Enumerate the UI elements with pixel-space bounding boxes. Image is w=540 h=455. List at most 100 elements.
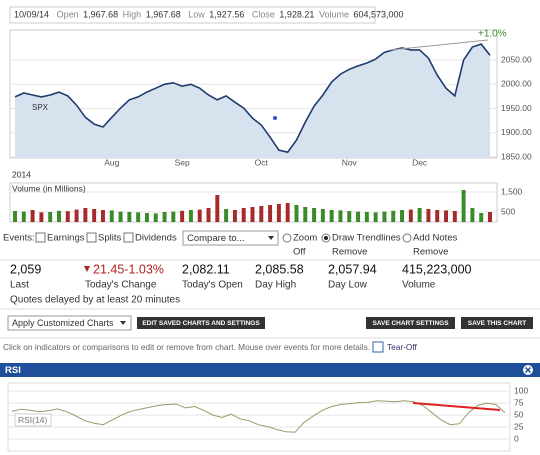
volume-bar	[83, 208, 88, 222]
y-tick-label: 75	[514, 397, 524, 407]
close-icon	[524, 366, 532, 374]
field-label: Low	[188, 10, 205, 20]
volume-bar	[100, 210, 105, 222]
volume-bar	[171, 211, 176, 222]
volume-bar	[320, 209, 325, 222]
radio-sub[interactable]: Remove	[413, 247, 448, 258]
y-tick-label: 500	[501, 206, 515, 216]
volume-bar	[232, 210, 237, 222]
x-tick-label: Aug	[104, 157, 119, 167]
volume-bar	[188, 210, 193, 222]
volume-bar	[408, 209, 413, 222]
volume-title: Volume (in Millions)	[12, 183, 86, 193]
checkbox-label: Dividends	[135, 233, 177, 244]
rsi-header	[0, 363, 540, 377]
radio[interactable]	[402, 233, 412, 243]
radio-label: Zoom	[293, 233, 317, 244]
volume-bar	[197, 209, 202, 222]
button-text: EDIT SAVED CHARTS AND SETTINGS	[142, 320, 260, 327]
stat-value: 2,059	[10, 262, 41, 276]
y-tick-label: 1900.00	[501, 127, 532, 137]
events-label: Events:	[3, 233, 35, 244]
volume-bar	[356, 211, 361, 222]
radio-label: Add Notes	[413, 233, 458, 244]
checkbox[interactable]	[123, 232, 134, 243]
date: 10/09/14	[14, 10, 49, 20]
volume-bar	[215, 195, 220, 222]
volume-bar	[136, 212, 141, 222]
y-tick-label: 2050.00	[501, 54, 532, 64]
volume-bar	[470, 208, 475, 222]
volume-bar	[276, 204, 281, 222]
rsi-label-box	[14, 413, 52, 427]
layers: 1850.00 1900.00 1950.00 2000.00 2050.00 Aug Se…	[8, 43, 532, 443]
volume-bar	[391, 210, 396, 222]
field-value: 1,967.68	[146, 10, 181, 20]
volume-bar	[452, 211, 457, 222]
volume-bar	[479, 213, 484, 222]
stat-label: Last	[10, 280, 29, 291]
volume-bar	[444, 210, 448, 222]
y-tick-label: 1,500	[501, 186, 523, 196]
stat-label: Today's Change	[85, 280, 157, 291]
stat-value: 21.45-1.03%	[93, 262, 164, 276]
compare-select[interactable]	[182, 230, 279, 246]
radio-dot	[324, 236, 328, 240]
button[interactable]	[461, 317, 533, 329]
volume-bar	[426, 209, 431, 222]
volume-bar	[48, 212, 53, 222]
volume-bar	[400, 210, 405, 222]
volume-bar	[206, 208, 211, 222]
button[interactable]	[137, 317, 265, 329]
radio-sub[interactable]: Off	[293, 247, 306, 258]
volume-bar	[461, 190, 466, 222]
area	[15, 44, 490, 158]
stat-label: Volume	[402, 280, 436, 291]
stat-value: 2,085.58	[255, 262, 304, 276]
y-tick-label: 2000.00	[501, 79, 532, 89]
tearoff-icon	[372, 341, 384, 353]
charts-select[interactable]	[7, 315, 132, 331]
line	[11, 400, 506, 433]
volume-bar	[373, 212, 378, 222]
volume-bar	[65, 211, 70, 222]
volume-bar	[347, 211, 352, 222]
button-text: SAVE CHART SETTINGS	[372, 320, 449, 327]
stat-label: Day Low	[328, 280, 368, 291]
checkbox[interactable]	[35, 232, 46, 243]
volume-bar	[21, 211, 26, 222]
volume-bar	[241, 208, 246, 222]
button[interactable]	[366, 317, 455, 329]
radio-sub[interactable]: Remove	[332, 247, 367, 258]
x-tick-label: Nov	[342, 157, 358, 167]
volume-bar	[329, 210, 334, 222]
info-text: Click on indicators or comparisons to ed…	[3, 342, 370, 352]
field-label: Open	[57, 10, 79, 20]
field-label: Close	[252, 10, 275, 20]
volume-bar	[39, 212, 44, 222]
y-tick-label: 0	[514, 433, 519, 443]
tearoff-link[interactable]: Tear-Off	[387, 342, 418, 352]
volume-bar	[144, 213, 149, 222]
volume-bar	[250, 207, 255, 222]
y-tick-label: 1950.00	[501, 103, 532, 113]
volume-bar	[488, 212, 492, 222]
annotation: +1.0%	[478, 29, 507, 40]
checkbox[interactable]	[86, 232, 97, 243]
field-value: 1,927.56	[209, 10, 244, 20]
stat-value: 2,082.11	[182, 262, 230, 276]
compare-text: Compare to...	[187, 233, 245, 244]
rsi-trendline	[412, 402, 501, 411]
volume-bar	[153, 213, 158, 222]
volume-bar	[180, 210, 185, 222]
field-value: 604,573,000	[354, 10, 404, 20]
volume-bar	[127, 212, 132, 222]
volume-bar	[259, 206, 264, 222]
y-tick-label: 50	[514, 409, 524, 419]
dropdown-arrow	[120, 321, 126, 325]
y-tick-label: 25	[514, 421, 524, 431]
line	[14, 43, 491, 154]
radio[interactable]	[282, 233, 292, 243]
rsi-title: RSI	[5, 365, 21, 376]
down-arrow	[84, 266, 90, 272]
